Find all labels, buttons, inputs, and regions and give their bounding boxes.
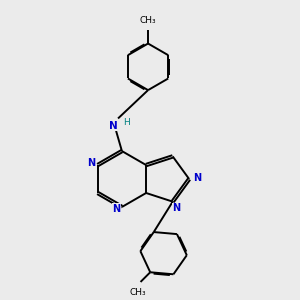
Text: N: N — [109, 121, 118, 131]
Text: N: N — [112, 204, 120, 214]
Text: CH₃: CH₃ — [129, 288, 146, 297]
Text: N: N — [193, 173, 201, 183]
Text: N: N — [172, 203, 181, 213]
Text: H: H — [123, 118, 130, 127]
Text: N: N — [87, 158, 95, 168]
Text: CH₃: CH₃ — [140, 16, 156, 25]
